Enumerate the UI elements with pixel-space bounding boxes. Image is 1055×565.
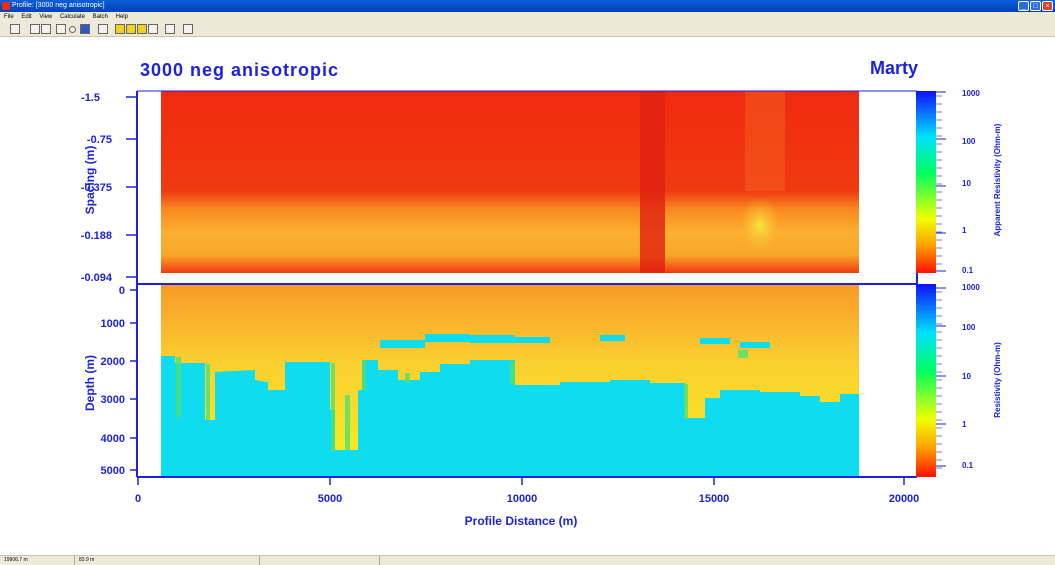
status-y: 83.9 m (75, 556, 260, 565)
new-icon[interactable] (10, 24, 20, 34)
menu-view[interactable]: View (39, 14, 53, 20)
ytick-bottom-5: 5000 (101, 465, 125, 477)
transition-strip (206, 364, 210, 420)
top-panel-image (161, 91, 859, 273)
plot-name: Marty (870, 58, 919, 78)
properties-icon[interactable] (98, 24, 108, 34)
resistive-block (740, 342, 770, 348)
cbar-top-tick-0: 1000 (962, 89, 980, 98)
menu-file[interactable]: File (4, 14, 14, 20)
ytick-bottom-3: 3000 (101, 394, 125, 406)
colorbar-bottom (916, 284, 936, 477)
cbar-top-tick-2: 10 (962, 179, 971, 188)
cbar-bottom-tick-4: 0.1 (962, 461, 974, 470)
menu-calculate[interactable]: Calculate (59, 14, 85, 20)
cbar-top-tick-4: 0.1 (962, 266, 974, 275)
status-extra (260, 556, 380, 565)
transition-strip (176, 357, 181, 417)
panel1-icon[interactable] (115, 24, 125, 34)
bottom-panel-image (161, 285, 859, 476)
status-bar: 19906.7 m 83.9 m (0, 555, 1055, 565)
cbar-top-label: Apparent Resistivity (Ohm-m) (993, 123, 1002, 236)
circle-icon[interactable] (69, 26, 76, 33)
minimize-button[interactable]: _ (1018, 1, 1029, 11)
resistive-block (425, 334, 470, 342)
person-icon[interactable] (165, 24, 175, 34)
xlabel: Profile Distance (m) (465, 514, 578, 528)
transition-strip (331, 363, 335, 451)
top-panel-hot-band (745, 91, 785, 191)
help-icon[interactable] (183, 24, 193, 34)
cbar-top-tick-1: 100 (962, 137, 976, 146)
cbar-bottom-label: Resistivity (Ohm-m) (993, 342, 1002, 418)
ytick-top-0: -1.5 (81, 92, 100, 104)
ytick-top-1: -0.75 (87, 134, 112, 146)
plot-title: 3000 neg anisotropic (140, 60, 340, 80)
ylabel-top: Spacing (m) (83, 146, 97, 215)
title-bar: Profile: [3000 neg anisotropic] _ □ × (0, 0, 1055, 12)
cbar-bottom-tick-2: 10 (962, 372, 971, 381)
resistive-block (380, 340, 425, 348)
menu-batch[interactable]: Batch (92, 14, 108, 20)
ytick-top-2: -0.375 (81, 182, 112, 194)
ytick-bottom-1: 1000 (101, 318, 125, 330)
ytick-bottom-0: 0 (119, 285, 125, 297)
ytick-top-4: -0.094 (81, 272, 113, 284)
toolbar (0, 22, 1055, 37)
transition-strip (362, 360, 366, 390)
panel3-icon[interactable] (137, 24, 147, 34)
close-button[interactable]: × (1042, 1, 1053, 11)
menu-bar: File Edit View Calculate Batch Help (0, 12, 1055, 22)
app-icon (2, 2, 10, 10)
cbar-bottom-tick-1: 100 (962, 323, 976, 332)
transition-strip (345, 395, 350, 450)
cbar-top-tick-3: 1 (962, 226, 967, 235)
chart-icon[interactable] (148, 24, 158, 34)
menu-edit[interactable]: Edit (21, 14, 32, 20)
xtick-4: 20000 (889, 493, 920, 505)
panel2-icon[interactable] (126, 24, 136, 34)
xtick-3: 15000 (699, 493, 730, 505)
resistive-block (515, 337, 550, 343)
resistive-block (700, 338, 730, 344)
resistive-block (600, 335, 625, 341)
ytick-bottom-4: 4000 (101, 433, 125, 445)
ytick-top-3: -0.188 (81, 230, 112, 242)
top-panel-dark-band (640, 91, 665, 273)
view-box-icon[interactable] (56, 24, 66, 34)
transition-strip (510, 362, 515, 384)
save-icon[interactable] (30, 24, 40, 34)
status-x: 19906.7 m (0, 556, 75, 565)
transition-strip (684, 384, 688, 419)
transition-strip (405, 373, 410, 383)
maximize-button[interactable]: □ (1030, 1, 1041, 11)
cbar-bottom-tick-3: 1 (962, 420, 967, 429)
resistive-block (470, 335, 515, 343)
print-icon[interactable] (41, 24, 51, 34)
colorbar-top (916, 91, 936, 273)
window-title: Profile: [3000 neg anisotropic] (12, 2, 105, 9)
display-icon[interactable] (80, 24, 90, 34)
top-panel-hotspot (738, 197, 782, 253)
menu-help[interactable]: Help (115, 14, 128, 20)
xtick-1: 5000 (318, 493, 342, 505)
xtick-2: 10000 (507, 493, 538, 505)
xtick-0: 0 (135, 493, 141, 505)
transition-strip (738, 350, 748, 358)
cbar-bottom-tick-0: 1000 (962, 283, 980, 292)
ytick-bottom-2: 2000 (101, 356, 125, 368)
ylabel-bottom: Depth (m) (83, 355, 97, 411)
